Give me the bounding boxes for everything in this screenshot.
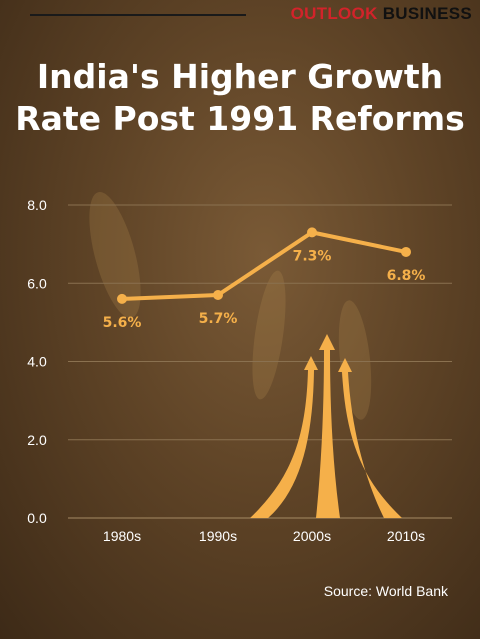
y-axis: 0.0 2.0 4.0 6.0 8.0	[27, 197, 47, 526]
x-tick-label: 2000s	[293, 528, 331, 544]
y-tick-label: 4.0	[27, 354, 47, 370]
data-label: 5.6%	[103, 315, 142, 331]
data-label: 7.3%	[293, 248, 332, 264]
arrow-center	[316, 334, 340, 518]
x-tick-label: 1980s	[103, 528, 141, 544]
y-tick-label: 0.0	[27, 510, 47, 526]
brand-logo: OUTLOOK BUSINESS	[291, 4, 472, 24]
data-point	[213, 289, 223, 300]
arrow-left	[250, 356, 318, 518]
brand-rule	[30, 14, 246, 16]
title-line-1: India's Higher Growth	[36, 57, 444, 96]
data-label: 6.8%	[387, 268, 426, 284]
title-line-2: Rate Post 1991 Reforms	[15, 99, 465, 138]
data-point	[117, 293, 127, 304]
x-tick-label: 1990s	[199, 528, 237, 544]
data-labels: 5.6% 5.7% 7.3% 6.8%	[103, 248, 426, 331]
x-tick-label: 2010s	[387, 528, 425, 544]
chart-title: India's Higher Growth Rate Post 1991 Ref…	[0, 56, 480, 140]
x-axis: 1980s 1990s 2000s 2010s	[103, 528, 425, 544]
data-point	[401, 246, 411, 257]
source-note: Source: World Bank	[323, 583, 448, 599]
data-label: 5.7%	[199, 311, 238, 327]
grid-lines	[68, 204, 452, 519]
growth-arrows-graphic	[250, 334, 402, 518]
arrow-right	[338, 358, 402, 518]
y-tick-label: 6.0	[27, 275, 47, 291]
y-tick-label: 8.0	[27, 197, 47, 213]
y-tick-label: 2.0	[27, 432, 47, 448]
brand-outlook: OUTLOOK	[290, 4, 378, 23]
series-path	[120, 230, 408, 301]
series-line	[117, 227, 411, 304]
brand-business: BUSINESS	[382, 4, 472, 23]
data-point	[307, 227, 317, 238]
